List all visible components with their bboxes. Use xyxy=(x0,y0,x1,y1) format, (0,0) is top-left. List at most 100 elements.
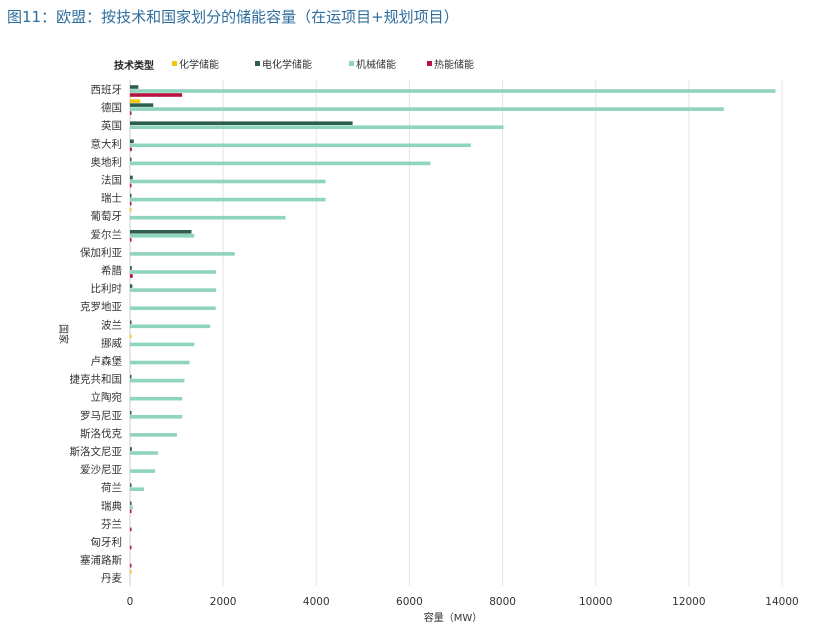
y-tick-label: 波兰 xyxy=(101,318,122,331)
bar xyxy=(130,179,326,184)
bar xyxy=(130,469,156,473)
bar xyxy=(130,545,132,550)
bar xyxy=(130,183,132,188)
bar xyxy=(130,139,134,144)
x-tick-label: 0 xyxy=(127,596,134,608)
y-tick-label: 葡萄牙 xyxy=(91,210,123,223)
y-tick-label: 罗马尼亚 xyxy=(80,410,122,422)
legend-swatch xyxy=(427,61,432,66)
x-tick-label: 12000 xyxy=(672,596,705,608)
y-tick-label: 希腊 xyxy=(101,264,122,277)
bar xyxy=(130,121,353,125)
x-tick-labels: 0 2000 4000 6000 8000 10000 12000 14000 xyxy=(127,596,799,608)
bars xyxy=(130,85,776,574)
bar xyxy=(130,563,132,568)
bar xyxy=(130,374,132,379)
bar xyxy=(130,306,216,310)
bar xyxy=(130,396,183,401)
bar xyxy=(130,125,504,129)
y-tick-label: 克罗地亚 xyxy=(80,300,122,313)
bar xyxy=(130,487,144,491)
bar xyxy=(130,483,132,487)
y-tick-label: 奥地利 xyxy=(91,155,123,168)
bar xyxy=(130,157,132,162)
bar xyxy=(130,569,132,574)
y-tick-label: 捷克共和国 xyxy=(70,373,123,386)
y-tick-label: 斯洛伐克 xyxy=(80,427,122,440)
bar xyxy=(130,447,132,451)
y-tick-label: 爱沙尼亚 xyxy=(80,463,122,476)
y-tick-label: 匈牙利 xyxy=(91,536,123,549)
bar xyxy=(130,161,431,166)
bar xyxy=(130,342,195,347)
bar xyxy=(130,378,185,383)
bar xyxy=(130,111,132,115)
y-tick-label: 瑞典 xyxy=(101,499,122,512)
legend-swatch xyxy=(255,61,260,66)
bar xyxy=(130,175,133,180)
legend-label: 热能储能 xyxy=(434,58,474,71)
bar xyxy=(130,415,183,419)
bar xyxy=(130,230,192,234)
bar xyxy=(130,527,132,532)
y-tick-label: 法国 xyxy=(101,174,122,187)
legend-label: 电化学储能 xyxy=(262,58,312,71)
bar xyxy=(130,107,724,111)
bar xyxy=(130,270,217,274)
y-tick-label: 立陶宛 xyxy=(91,391,123,404)
bar xyxy=(130,505,133,510)
y-tick-label: 荷兰 xyxy=(101,481,122,494)
figure-caption: 图11：欧盟：按技术和国家划分的储能容量（在运项目+规划项目） xyxy=(7,8,459,26)
y-tick-label: 芬兰 xyxy=(101,517,122,530)
legend-swatch xyxy=(349,61,354,66)
y-tick-label: 塞浦路斯 xyxy=(80,554,122,567)
x-tick-label: 14000 xyxy=(765,596,798,608)
y-tick-label: 卢森堡 xyxy=(91,355,123,368)
bar xyxy=(130,143,471,148)
bar xyxy=(130,201,132,206)
y-tick-label: 丹麦 xyxy=(101,573,122,585)
y-tick-label: 西班牙 xyxy=(91,84,123,96)
y-axis-label: 国家 xyxy=(57,324,70,344)
bar xyxy=(130,451,158,455)
bar xyxy=(130,197,326,202)
legend-label: 化学储能 xyxy=(179,58,219,71)
bar xyxy=(130,288,217,292)
bar xyxy=(130,509,132,514)
bar xyxy=(130,433,178,437)
x-tick-label: 4000 xyxy=(303,596,330,608)
y-tick-label: 爱尔兰 xyxy=(91,228,123,241)
bar xyxy=(130,93,183,97)
x-axis-label: 容量（MW） xyxy=(424,611,483,624)
bar xyxy=(130,324,211,329)
bar xyxy=(130,284,133,288)
bar xyxy=(130,334,132,339)
y-tick-label: 英国 xyxy=(101,119,122,132)
y-tick-label: 意大利 xyxy=(91,137,123,150)
bar xyxy=(130,147,132,152)
y-tick-label: 比利时 xyxy=(91,282,123,295)
y-tick-label: 挪威 xyxy=(101,336,122,349)
y-tick-label: 斯洛文尼亚 xyxy=(70,445,123,458)
bar xyxy=(130,266,132,270)
bar xyxy=(130,99,141,103)
bar xyxy=(130,234,195,238)
legend: 技术类型 化学储能 电化学储能 机械储能 热能储能 xyxy=(114,58,474,72)
bar xyxy=(130,85,139,89)
y-tick-label: 保加利亚 xyxy=(80,246,122,259)
bar xyxy=(130,411,132,415)
legend-swatch xyxy=(172,61,177,66)
bar xyxy=(130,238,132,242)
legend-title: 技术类型 xyxy=(114,59,154,72)
y-tick-labels: 西班牙德国英国意大利奥地利法国瑞士葡萄牙爱尔兰保加利亚希腊比利时克罗地亚波兰挪威… xyxy=(70,84,123,585)
x-tick-label: 8000 xyxy=(489,596,516,608)
bar xyxy=(130,360,190,365)
bar xyxy=(130,207,132,212)
bar xyxy=(130,320,132,325)
x-tick-label: 2000 xyxy=(210,596,237,608)
bar xyxy=(130,501,132,506)
x-tick-label: 10000 xyxy=(579,596,612,608)
y-tick-label: 瑞士 xyxy=(101,192,122,205)
bar xyxy=(130,215,286,220)
